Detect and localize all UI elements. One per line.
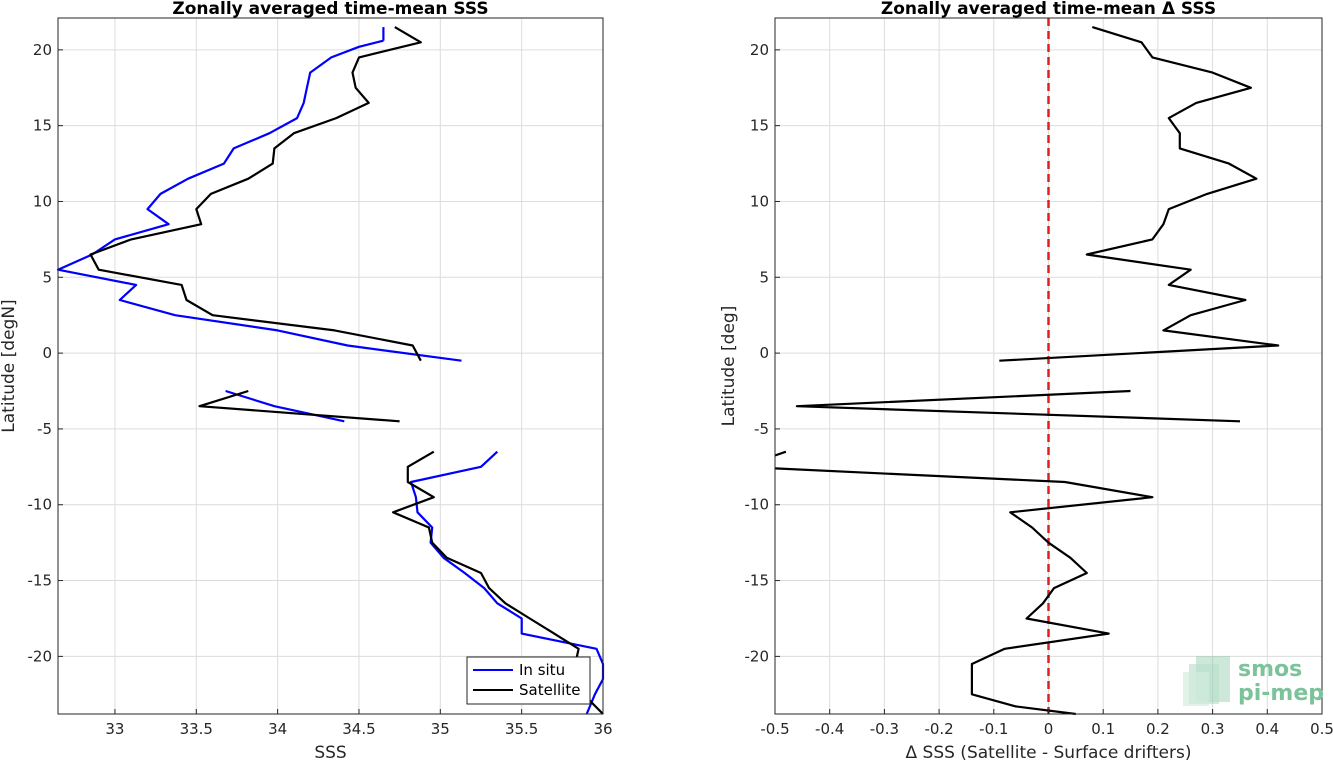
x-tick-label: 35 [431, 720, 450, 738]
x-tick-label: -0.4 [815, 720, 844, 738]
right-tick-labels: -0.5 -0.4 -0.3 -0.2 -0.1 0 0.1 0.2 0.3 0.4 0.5 20 15… [745, 41, 1333, 738]
x-tick-label: 35.5 [505, 720, 538, 738]
x-tick-label: 0.1 [1091, 720, 1115, 738]
y-tick-label: -10 [745, 496, 770, 514]
series-line-satellite [89, 26, 422, 362]
right-chart-title: Zonally averaged time-mean Δ SSS [881, 0, 1216, 19]
y-tick-label: -5 [37, 420, 52, 438]
x-tick-label: -0.5 [760, 720, 789, 738]
x-tick-label: 34 [268, 720, 287, 738]
legend-box [466, 656, 591, 705]
y-tick-label: -15 [745, 572, 770, 590]
series-line-sss [795, 389, 1241, 423]
smos-pi-mep-logo: smos pi-mep [1183, 656, 1324, 706]
x-tick-label: 0.3 [1201, 720, 1225, 738]
right-chart: -0.5 -0.4 -0.3 -0.2 -0.1 0 0.1 0.2 0.3 0.4 0.5 20 15… [719, 0, 1333, 763]
y-tick-label: -15 [28, 572, 53, 590]
series-line-sss [999, 26, 1280, 362]
series-line-satellite [198, 389, 400, 423]
logo-text-smos: smos [1238, 657, 1302, 682]
x-tick-label: -0.1 [979, 720, 1008, 738]
left-plot-frame [57, 17, 604, 715]
right-x-axis-label: Δ SSS (Satellite - Surface drifters) [906, 743, 1192, 763]
x-tick-label: 0.4 [1255, 720, 1279, 738]
y-tick-label: 10 [33, 192, 52, 210]
y-tick-label: 5 [759, 268, 769, 286]
series-line-sss [774, 467, 1154, 716]
x-tick-label: 33 [105, 720, 124, 738]
left-chart: 33 33.5 34 34.5 35 35.5 3620151050-5-10-15-20 … [0, 0, 613, 763]
y-tick-label: -5 [754, 420, 769, 438]
x-tick-label: 34.5 [342, 720, 375, 738]
x-tick-label: 33.5 [180, 720, 213, 738]
series-line-in-situ [56, 39, 462, 362]
x-tick-label: -0.2 [924, 720, 953, 738]
logo-mark-icon [1183, 656, 1230, 706]
y-tick-label: 20 [33, 41, 52, 59]
x-tick-label: 36 [593, 720, 612, 738]
right-series-group [774, 26, 1280, 716]
y-tick-label: 20 [750, 41, 769, 59]
y-tick-label: -20 [745, 647, 770, 665]
legend-label-satellite: Satellite [519, 681, 580, 699]
y-tick-label: 5 [42, 268, 52, 286]
y-tick-label: -10 [28, 496, 53, 514]
legend-label-in-situ: In situ [519, 661, 565, 679]
y-tick-label: 0 [759, 344, 769, 362]
left-y-axis-label: Latitude [degN] [0, 299, 19, 432]
x-tick-label: 0 [1044, 720, 1054, 738]
right-y-axis-label: Latitude [deg] [719, 306, 739, 427]
x-tick-label: 0.5 [1310, 720, 1333, 738]
y-tick-label: 15 [33, 117, 52, 135]
y-tick-label: -20 [28, 647, 53, 665]
left-grid [58, 18, 604, 714]
x-tick-label: -0.3 [870, 720, 899, 738]
x-tick-label: 0.2 [1146, 720, 1170, 738]
logo-text-pi-mep: pi-mep [1238, 681, 1324, 706]
y-tick-label: 0 [42, 344, 52, 362]
y-tick-label: 15 [750, 117, 769, 135]
left-tick-labels: 33 33.5 34 34.5 35 35.5 36 20 15 10 5 0 -5 -10 -15 -20 [28, 41, 613, 738]
legend: In situ Satellite [466, 656, 591, 705]
series-line-sss [774, 450, 787, 457]
y-tick-label: 10 [750, 192, 769, 210]
left-x-axis-label: SSS [314, 743, 346, 763]
left-chart-title: Zonally averaged time-mean SSS [172, 0, 488, 19]
